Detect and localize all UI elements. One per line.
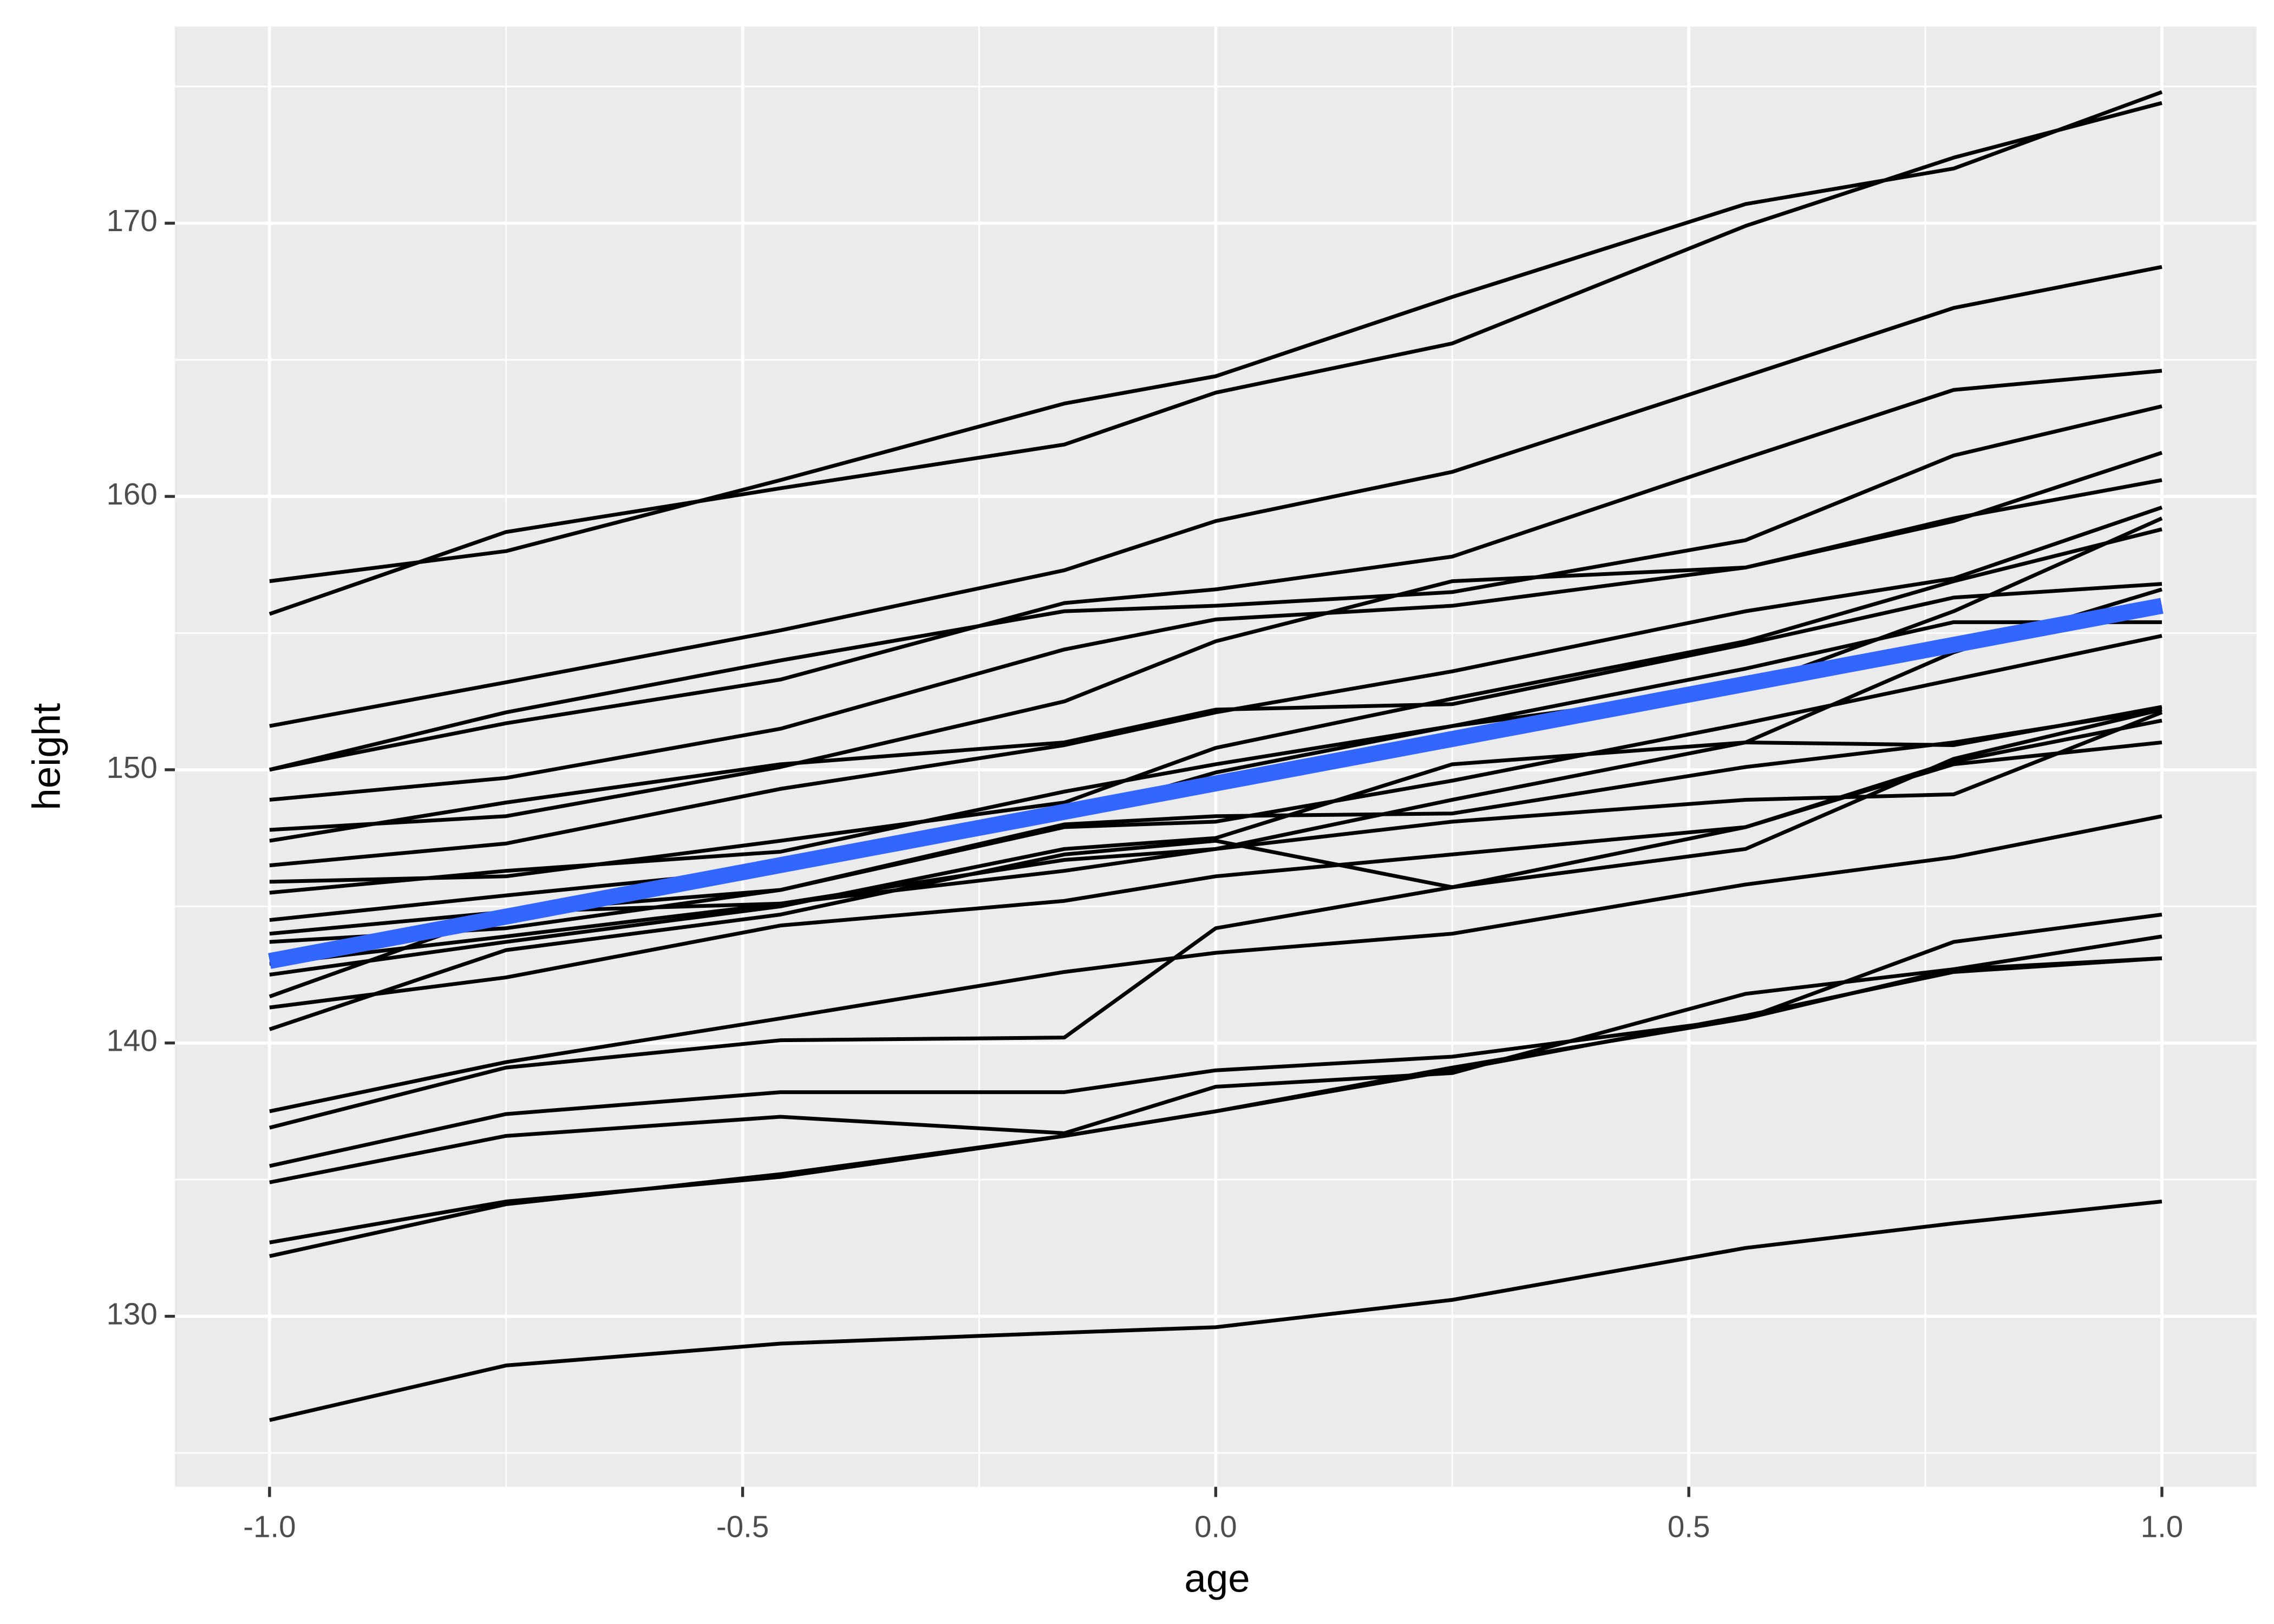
line [269,1200,2162,1422]
y-tick-label: 130 [106,1296,157,1331]
line [269,620,2162,922]
x-axis-title: age [1184,1557,1250,1601]
line [269,814,2162,1114]
line [269,451,2163,832]
line [269,265,2162,728]
line [269,934,2162,1184]
line [269,404,2162,772]
smooth-line [268,598,2164,969]
x-tick-label: 0.5 [1668,1510,1710,1544]
x-tick-label: -0.5 [716,1510,769,1544]
line [269,101,2162,616]
line [269,369,2162,772]
line [269,505,2163,868]
line [269,705,2162,977]
y-tick-label: 160 [106,477,157,511]
y-tick-label: 150 [106,750,157,784]
x-tick-label: -1.0 [243,1510,296,1544]
line [269,582,2162,843]
line [269,710,2163,999]
y-tick-label: 170 [106,204,157,238]
line [269,956,2162,1258]
x-tick-label: 1.0 [2141,1510,2184,1544]
x-tick-label: 0.0 [1194,1510,1237,1544]
line [269,708,2162,944]
line [269,708,2162,1031]
y-axis-title: height [25,703,69,810]
line [269,913,2162,1168]
line [269,740,2162,1130]
y-tick-label: 140 [106,1024,157,1058]
